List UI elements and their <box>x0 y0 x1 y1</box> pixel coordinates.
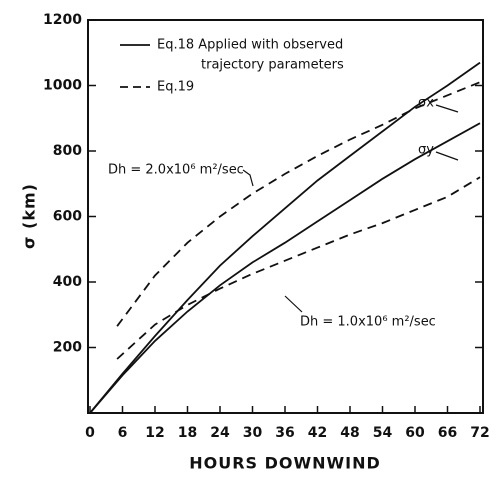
leader <box>242 169 254 187</box>
leader <box>284 295 303 313</box>
series-line <box>116 81 481 327</box>
y-axis-title: σ (km) <box>20 183 39 249</box>
y-tick-label: 1000 <box>43 78 82 94</box>
leader <box>435 151 459 161</box>
leader <box>435 104 459 113</box>
series-label: σy <box>418 143 434 158</box>
series-line <box>116 176 481 360</box>
y-tick-label: 400 <box>53 274 82 290</box>
x-tick-label: 18 <box>178 425 197 441</box>
x-tick-label: 54 <box>373 425 393 441</box>
series-line <box>89 61 481 414</box>
legend-label: trajectory parameters <box>201 58 344 73</box>
legend-label: Eq.19 <box>157 80 194 95</box>
x-tick-label: 42 <box>308 425 327 441</box>
x-tick-label: 36 <box>275 425 294 441</box>
y-tick-label: 1200 <box>43 12 82 28</box>
series-label: Dh = 2.0x10⁶ m²/sec <box>108 163 244 178</box>
x-tick-label: 30 <box>243 425 263 441</box>
y-tick-label: 800 <box>53 143 82 159</box>
x-axis-title: HOURS DOWNWIND <box>189 454 381 473</box>
y-tick-label: 600 <box>53 209 82 225</box>
series-line <box>89 122 481 414</box>
series-label: Dh = 1.0x10⁶ m²/sec <box>300 315 436 330</box>
x-tick-label: 0 <box>85 425 95 441</box>
x-tick-label: 12 <box>145 425 164 441</box>
plot-frame <box>87 19 484 414</box>
x-tick-label: 66 <box>438 425 457 441</box>
x-tick-label: 72 <box>470 425 489 441</box>
x-tick-label: 48 <box>340 425 359 441</box>
legend-label: Eq.18 Applied with observed <box>157 38 343 53</box>
x-tick-label: 24 <box>210 425 230 441</box>
series-label: σx <box>418 96 434 111</box>
x-tick-label: 6 <box>118 425 128 441</box>
x-tick-label: 60 <box>405 425 425 441</box>
y-tick-label: 200 <box>53 340 82 356</box>
